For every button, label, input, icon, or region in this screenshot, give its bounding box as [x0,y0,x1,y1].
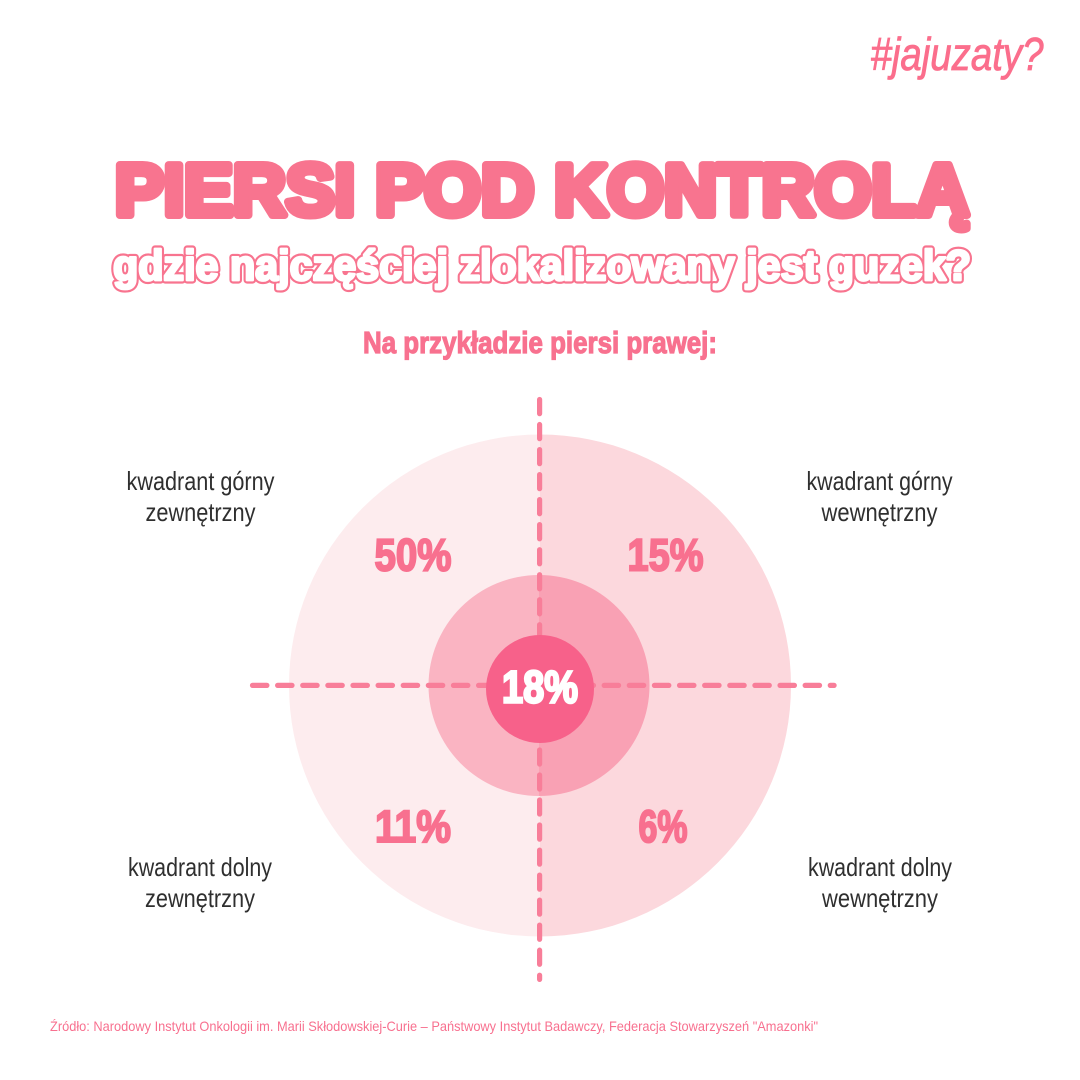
svg-text:PIERSI POD KONTROLĄ: PIERSI POD KONTROLĄ [115,151,969,231]
svg-text:11%: 11% [375,801,451,852]
svg-text:gdzie najczęściej zlokalizowan: gdzie najczęściej zlokalizowany jest guz… [113,242,971,290]
svg-text:Na przykładzie piersi prawej:: Na przykładzie piersi prawej: [363,325,717,360]
svg-text:zewnętrzny: zewnętrzny [146,497,256,527]
svg-text:kwadrant dolny: kwadrant dolny [128,852,272,882]
svg-text:18%: 18% [502,661,578,712]
svg-text:6%: 6% [639,801,688,852]
svg-text:kwadrant dolny: kwadrant dolny [808,852,952,882]
svg-text:wewnętrzny: wewnętrzny [821,883,938,913]
svg-text:50%: 50% [375,530,452,581]
svg-text:gdzie najczęściej zlokalizowan: gdzie najczęściej zlokalizowany jest guz… [113,242,971,290]
svg-text:15%: 15% [628,530,704,581]
svg-text:kwadrant górny: kwadrant górny [127,466,275,496]
svg-text:wewnętrzny: wewnętrzny [821,497,938,527]
svg-text:#jajuzaty?: #jajuzaty? [871,28,1044,80]
svg-text:zewnętrzny: zewnętrzny [145,883,255,913]
svg-text:kwadrant górny: kwadrant górny [807,466,953,496]
svg-text:Źródło: Narodowy Instytut Onko: Źródło: Narodowy Instytut Onkologii im. … [50,1018,818,1034]
